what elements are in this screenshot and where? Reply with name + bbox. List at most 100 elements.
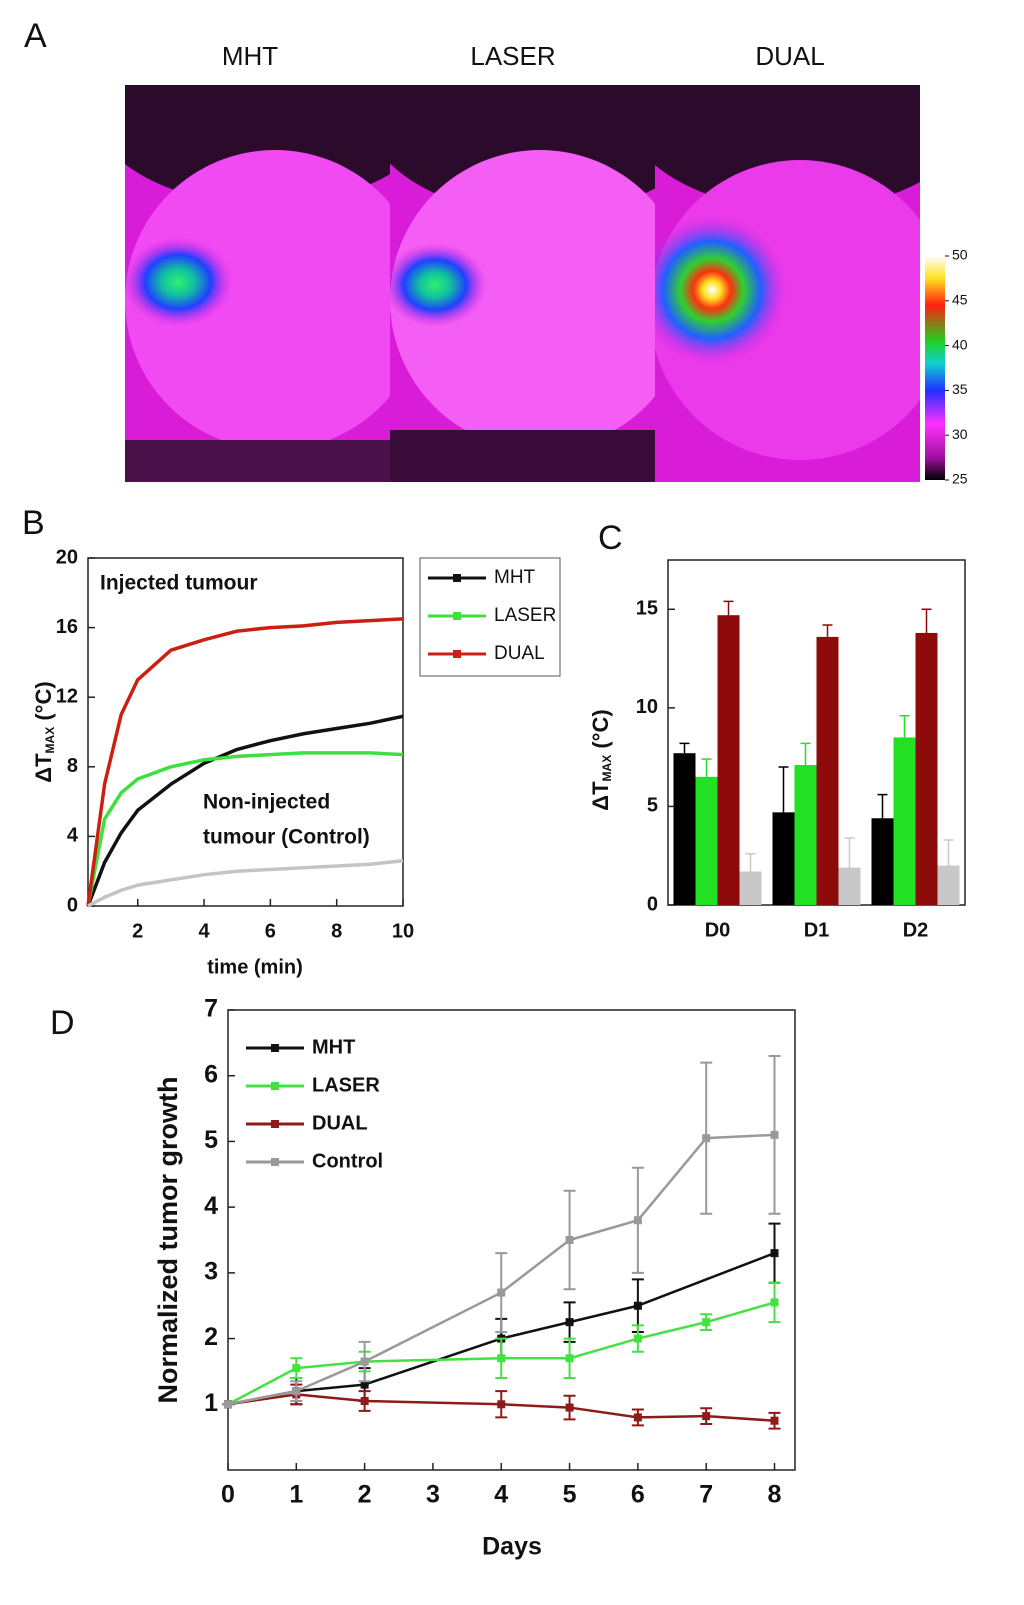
colorbar-label: 45	[952, 292, 968, 308]
colorbar-label: 50	[952, 247, 968, 263]
panel-label: C	[598, 519, 623, 557]
legend-marker	[453, 574, 461, 582]
y-tick-label: 6	[204, 1060, 218, 1088]
plot-frame	[87, 557, 404, 907]
marker	[770, 1298, 779, 1307]
plot-frame	[227, 1009, 796, 1471]
marker	[497, 1354, 506, 1363]
marker	[702, 1412, 711, 1421]
marker	[702, 1134, 711, 1143]
annotation: tumour (Control)	[203, 826, 370, 849]
bar	[717, 615, 740, 905]
series-line	[86, 751, 404, 907]
marker	[633, 1301, 642, 1310]
y-tick-label: 5	[204, 1126, 218, 1154]
marker	[360, 1380, 369, 1389]
marker	[360, 1397, 369, 1405]
y-tick-label: 2	[204, 1323, 218, 1351]
series-line	[87, 859, 404, 908]
x-tick-label: 0	[221, 1481, 235, 1509]
y-axis-label: Normalized tumor growth	[153, 1076, 183, 1403]
series-line	[227, 1301, 775, 1406]
legend-marker	[271, 1158, 279, 1166]
thermal-image-laser	[390, 85, 655, 482]
x-tick-label: 1	[289, 1481, 303, 1509]
legend-label: LASER	[312, 1074, 380, 1096]
error-bar	[723, 600, 734, 616]
thermal-image-mht	[125, 85, 390, 482]
marker	[770, 1130, 779, 1139]
bar	[772, 812, 795, 905]
y-axis-label-main: ΔT	[31, 753, 56, 783]
y-tick-label: 10	[636, 696, 658, 718]
y-axis-label-sub: MAX	[43, 727, 57, 754]
bar	[695, 776, 718, 905]
panel-label: B	[22, 504, 45, 542]
bar	[937, 865, 960, 905]
y-axis-label-main: Normalized tumor growth	[153, 1076, 183, 1403]
marker	[224, 1400, 232, 1409]
error-bar	[921, 608, 932, 633]
y-tick-label: 1	[204, 1389, 218, 1417]
annotation: Non-injected	[203, 791, 330, 814]
bar	[893, 737, 916, 905]
image-title: MHT	[222, 41, 278, 71]
y-tick-label: 12	[56, 685, 78, 707]
x-tick-label: 3	[426, 1481, 440, 1509]
y-tick-label: 15	[636, 598, 658, 620]
bar	[838, 867, 861, 905]
legend-marker	[271, 1120, 279, 1128]
marker	[565, 1318, 574, 1327]
error-bar	[844, 837, 855, 868]
y-axis-label: ΔTMAX (°C)	[588, 709, 614, 810]
x-tick-label: D1	[804, 919, 830, 941]
x-tick-label: 4	[494, 1481, 508, 1509]
marker	[770, 1416, 779, 1425]
error-bar	[679, 742, 690, 754]
error-bar	[800, 742, 811, 766]
y-tick-label: 16	[56, 616, 78, 638]
y-tick-label: 3	[204, 1257, 218, 1285]
y-tick-label: 8	[67, 755, 78, 777]
bar	[915, 632, 938, 905]
error-bar	[745, 852, 756, 872]
image-title: LASER	[470, 41, 555, 71]
x-tick-label: 6	[631, 1481, 645, 1509]
marker	[633, 1216, 642, 1225]
colorbar-label: 35	[952, 381, 968, 397]
legend-label: DUAL	[494, 643, 545, 664]
error-bar	[778, 766, 789, 813]
image-title: DUAL	[755, 41, 824, 71]
bar	[673, 753, 696, 905]
bar	[871, 818, 894, 905]
marker	[360, 1357, 369, 1366]
x-tick-label: D0	[705, 919, 731, 941]
x-tick-label: D2	[903, 919, 929, 941]
colorbar-label: 40	[952, 336, 968, 352]
y-tick-label: 20	[56, 546, 78, 568]
marker	[292, 1364, 301, 1373]
x-tick-label: 8	[768, 1481, 782, 1509]
bar	[816, 636, 839, 905]
error-bar	[822, 624, 833, 637]
x-tick-label: 10	[392, 920, 414, 942]
x-tick-label: 5	[563, 1481, 577, 1509]
y-axis-label-unit: (°C)	[31, 681, 56, 726]
series-line	[86, 617, 404, 907]
colorbar-label: 25	[952, 471, 968, 487]
legend-marker	[271, 1044, 279, 1052]
error-bar	[899, 714, 910, 738]
y-axis-label-unit: (°C)	[588, 709, 613, 754]
error-bar	[877, 793, 888, 819]
error-bar	[701, 758, 712, 777]
marker	[497, 1288, 506, 1297]
thermal-image-dual	[655, 85, 920, 482]
y-axis-label-sub: MAX	[600, 755, 614, 782]
x-tick-label: 4	[198, 920, 210, 942]
y-tick-label: 4	[67, 825, 79, 847]
x-tick-label: 6	[265, 920, 276, 942]
y-tick-label: 7	[204, 995, 218, 1023]
marker	[633, 1334, 642, 1343]
bar	[794, 765, 817, 905]
y-axis-label-main: ΔT	[588, 781, 613, 811]
